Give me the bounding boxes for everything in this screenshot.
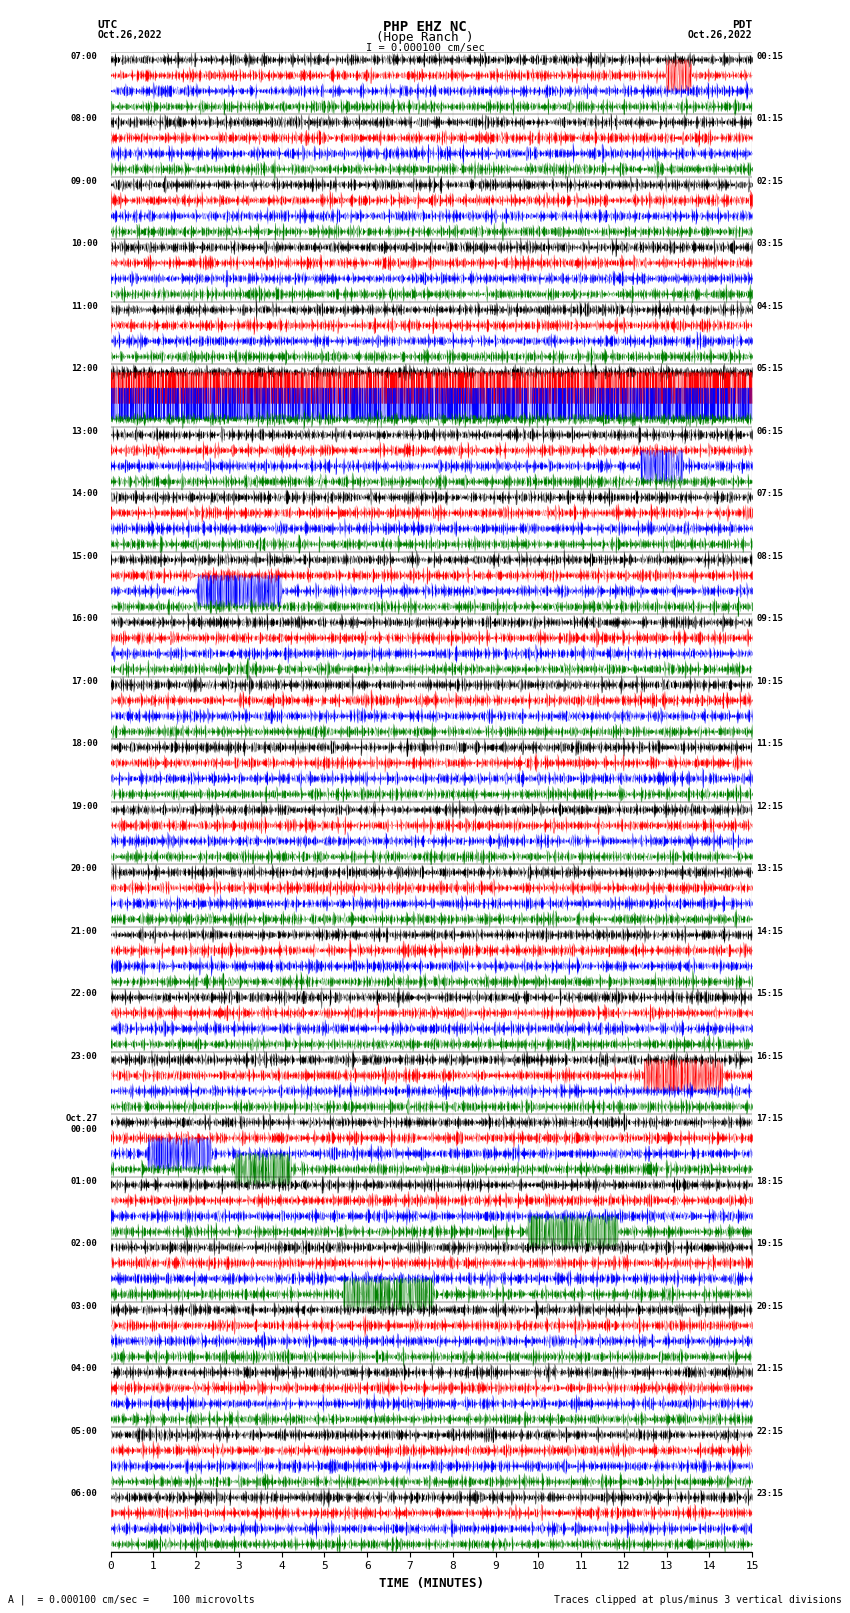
Text: 16:00: 16:00	[71, 615, 98, 623]
Text: 12:00: 12:00	[71, 365, 98, 373]
Text: 16:15: 16:15	[756, 1052, 784, 1061]
Text: 11:00: 11:00	[71, 302, 98, 311]
Text: UTC: UTC	[98, 19, 118, 31]
Text: 23:00: 23:00	[71, 1052, 98, 1061]
Text: 18:15: 18:15	[756, 1177, 784, 1186]
Text: 01:15: 01:15	[756, 115, 784, 123]
Text: 06:00: 06:00	[71, 1489, 98, 1498]
Text: 05:00: 05:00	[71, 1426, 98, 1436]
Text: 22:15: 22:15	[756, 1426, 784, 1436]
Text: 17:00: 17:00	[71, 677, 98, 686]
Text: 14:15: 14:15	[756, 926, 784, 936]
Text: 17:15: 17:15	[756, 1115, 784, 1123]
Text: 06:15: 06:15	[756, 427, 784, 436]
Text: 12:15: 12:15	[756, 802, 784, 811]
Text: 04:15: 04:15	[756, 302, 784, 311]
Text: 21:15: 21:15	[756, 1365, 784, 1373]
Text: 07:15: 07:15	[756, 489, 784, 498]
Text: 02:00: 02:00	[71, 1239, 98, 1248]
Text: 18:00: 18:00	[71, 739, 98, 748]
Text: 13:15: 13:15	[756, 865, 784, 873]
Text: 21:00: 21:00	[71, 926, 98, 936]
Text: 01:00: 01:00	[71, 1177, 98, 1186]
Text: 22:00: 22:00	[71, 989, 98, 998]
Text: 19:15: 19:15	[756, 1239, 784, 1248]
Text: PHP EHZ NC: PHP EHZ NC	[383, 19, 467, 34]
Text: 07:00: 07:00	[71, 52, 98, 61]
Text: I = 0.000100 cm/sec: I = 0.000100 cm/sec	[366, 44, 484, 53]
Text: A |  = 0.000100 cm/sec =    100 microvolts: A | = 0.000100 cm/sec = 100 microvolts	[8, 1594, 255, 1605]
Text: 20:15: 20:15	[756, 1302, 784, 1311]
Text: 15:15: 15:15	[756, 989, 784, 998]
Text: 10:00: 10:00	[71, 239, 98, 248]
X-axis label: TIME (MINUTES): TIME (MINUTES)	[379, 1578, 484, 1590]
Text: 08:00: 08:00	[71, 115, 98, 123]
Text: 13:00: 13:00	[71, 427, 98, 436]
Text: 09:15: 09:15	[756, 615, 784, 623]
Text: Traces clipped at plus/minus 3 vertical divisions: Traces clipped at plus/minus 3 vertical …	[553, 1595, 842, 1605]
Text: (Hope Ranch ): (Hope Ranch )	[377, 31, 473, 45]
Text: 20:00: 20:00	[71, 865, 98, 873]
Text: Oct.26,2022: Oct.26,2022	[688, 31, 752, 40]
Text: 15:00: 15:00	[71, 552, 98, 561]
Text: 08:15: 08:15	[756, 552, 784, 561]
Text: 14:00: 14:00	[71, 489, 98, 498]
Text: 00:15: 00:15	[756, 52, 784, 61]
Text: PDT: PDT	[732, 19, 752, 31]
Text: 19:00: 19:00	[71, 802, 98, 811]
Text: 03:00: 03:00	[71, 1302, 98, 1311]
Text: 04:00: 04:00	[71, 1365, 98, 1373]
Text: 23:15: 23:15	[756, 1489, 784, 1498]
Text: Oct.27
00:00: Oct.27 00:00	[65, 1115, 98, 1134]
Text: 03:15: 03:15	[756, 239, 784, 248]
Text: 02:15: 02:15	[756, 177, 784, 185]
Text: Oct.26,2022: Oct.26,2022	[98, 31, 162, 40]
Text: 11:15: 11:15	[756, 739, 784, 748]
Text: 09:00: 09:00	[71, 177, 98, 185]
Text: 10:15: 10:15	[756, 677, 784, 686]
Text: 05:15: 05:15	[756, 365, 784, 373]
